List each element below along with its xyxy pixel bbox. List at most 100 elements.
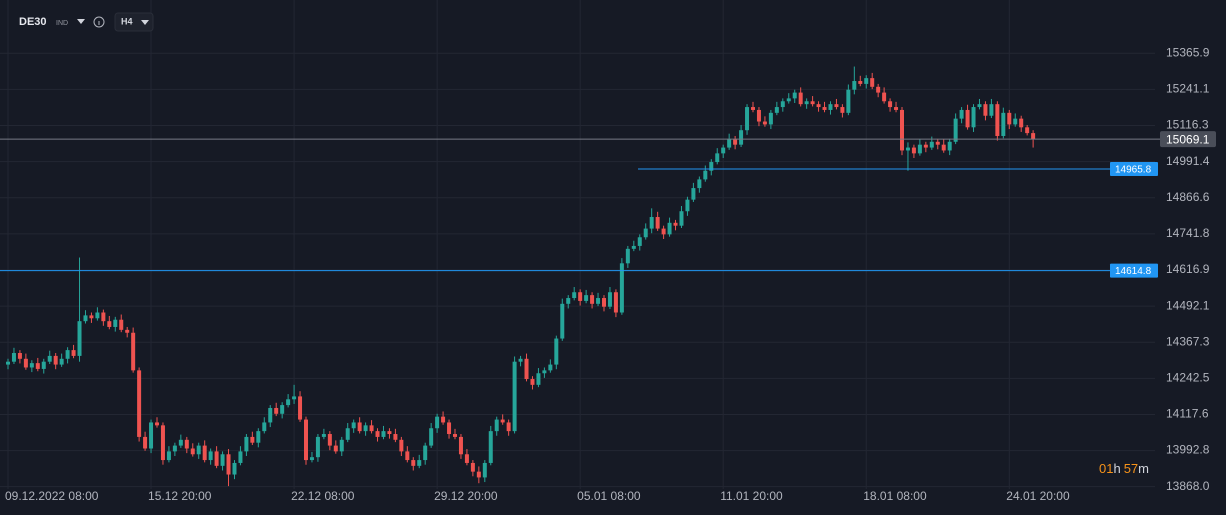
price-label-box [1160,131,1216,148]
candle-body [995,104,1000,136]
candles [6,66,1036,487]
candle-body [482,462,487,478]
candle-body [131,332,136,371]
candle-body [524,358,529,380]
candle-body [774,107,779,113]
candle-body [208,451,213,461]
candle-body [709,162,714,171]
price-label: 14965.8 [1115,165,1152,176]
candle-body [929,141,934,148]
timeframe-button[interactable] [114,12,154,32]
candle-body [59,358,64,365]
candle-body [792,92,797,99]
candle-body [155,422,159,426]
symbol-dropdown[interactable] [77,19,85,24]
x-tick-label: 22.12 08:00 [291,489,355,503]
candle-body [804,101,809,105]
candle-body [298,396,303,420]
candle-body [149,422,154,449]
candle-body [369,425,374,432]
candle-body [959,109,964,119]
candle-body [596,298,601,304]
candle-body [125,329,130,333]
x-tick-label: 05.01 08:00 [577,489,641,503]
y-tick-label: 14492.1 [1166,298,1210,312]
candle-body [256,431,261,443]
candle-body [935,141,940,145]
candle-body [894,107,899,110]
candle-body [870,78,875,87]
candle-body [947,141,952,151]
candle-body [286,399,291,406]
candle-body [756,109,761,122]
candle-body [888,101,893,108]
y-tick-label: 14741.8 [1166,226,1210,240]
candle-body [602,298,606,307]
candle-body [292,396,297,400]
price-lines: 15069.1 14965.8 14614.8 [0,131,1216,278]
candle-body [423,445,428,461]
candle-body [876,86,881,93]
candle-body [941,144,946,151]
candle-body [679,211,684,226]
candle-body [250,436,255,443]
candle-body [393,434,398,440]
candle-body [685,199,690,212]
candle-body [905,147,910,151]
candle-body [1031,133,1036,140]
candle-body [47,355,52,362]
candle-body [780,101,785,108]
candle-body [89,315,94,319]
y-tick-label: 14242.5 [1166,370,1210,384]
candle-body [852,81,857,90]
candle-body [1001,112,1006,136]
candle-body [11,353,16,362]
candle-body [53,355,58,365]
countdown-m: m [1138,461,1149,476]
candle-body [733,138,738,145]
candle-body [810,101,815,105]
candle-body [71,350,76,356]
candle-body [649,217,654,229]
candle-body [762,121,767,125]
candle-body [828,104,833,110]
timeframe-dropdown [141,20,149,25]
candle-body [697,179,702,189]
candle-body [202,445,207,461]
candle-body [238,451,243,463]
candle-body [220,454,225,466]
candle-body [1019,118,1024,128]
candle-body [953,118,958,142]
candle-body [327,434,332,446]
candle-body [917,144,922,154]
candle-body [95,312,100,319]
candle-body [631,245,636,249]
candle-body [435,416,440,429]
candle-body [715,153,720,163]
candle-body [1013,118,1018,125]
candle-body [351,422,356,429]
candle-body [643,228,648,238]
candle-body [23,358,28,368]
candle-body [214,451,219,466]
countdown-h: h [1113,461,1120,476]
candle-body [417,460,422,466]
candle-body [506,422,511,432]
symbol[interactable]: DE30 [19,16,47,28]
candle-body [494,419,499,432]
candle-body [798,92,803,105]
candle-body [751,107,755,110]
candle-body [572,292,577,299]
y-tick-label: 15116.3 [1166,118,1209,132]
candle-body [262,422,267,432]
candle-body [637,237,642,246]
candle-body [339,439,344,452]
candle-body [381,431,386,437]
info-icon[interactable] [93,16,105,28]
candle-body [858,81,863,84]
candle-body [119,319,124,330]
candle-body [512,361,517,432]
candle-body [667,222,672,235]
candle-body [721,147,726,154]
